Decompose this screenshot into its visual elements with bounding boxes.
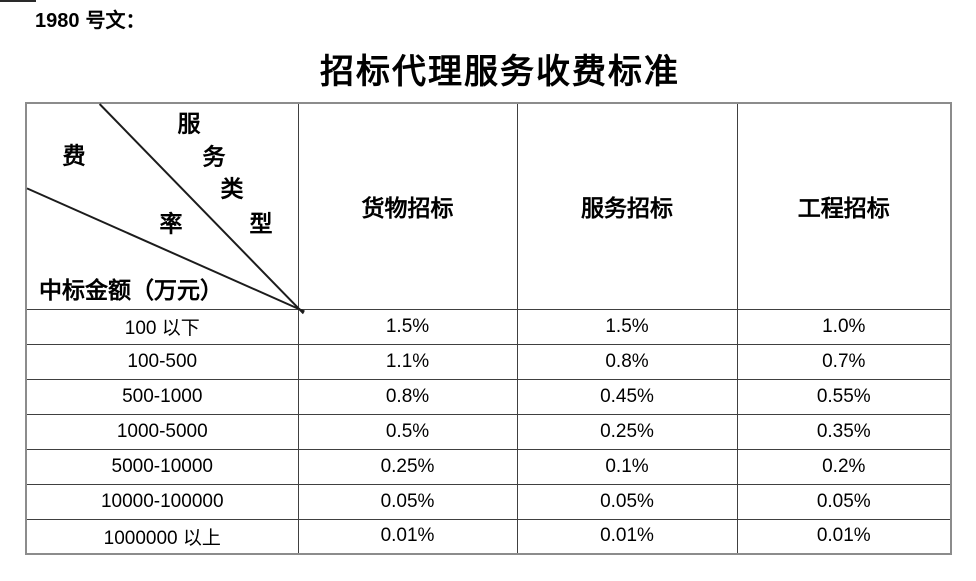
goods-rate-cell: 0.5% — [297, 413, 518, 450]
diagonal-label-char: 型 — [249, 211, 273, 237]
diagonal-label-char: 服 — [177, 111, 201, 137]
services-rate-cell: 0.1% — [516, 448, 738, 485]
goods-rate-cell: 0.25% — [297, 448, 518, 485]
works-rate-cell: 0.35% — [736, 413, 952, 450]
table-row: 1000-5000 0.5% 0.25% 0.35% — [25, 413, 952, 450]
goods-rate-cell: 0.05% — [297, 483, 518, 520]
services-rate-cell: 0.45% — [516, 378, 738, 415]
table-row: 1000000 以上 0.01% 0.01% 0.01% — [25, 518, 952, 555]
goods-rate-cell: 0.8% — [297, 378, 518, 415]
services-rate-cell: 0.05% — [516, 483, 738, 520]
diagonal-label-char: 费 — [62, 143, 86, 169]
amount-range-cell: 100-500 — [25, 343, 299, 380]
table-row: 100-500 1.1% 0.8% 0.7% — [25, 343, 952, 380]
works-rate-cell: 0.2% — [736, 448, 952, 485]
works-rate-cell: 0.01% — [736, 518, 952, 555]
amount-range-cell: 10000-100000 — [25, 483, 299, 520]
diagonal-header-cell: 服 务 类 型 费 率 中标金额（万元） — [25, 102, 305, 315]
table-row: 500-1000 0.8% 0.45% 0.55% — [25, 378, 952, 415]
works-rate-cell: 1.0% — [736, 308, 952, 345]
column-header-goods: 货物招标 — [297, 102, 518, 310]
fee-standard-table: 服 务 类 型 费 率 中标金额（万元） 货物招标 服务招标 工程招标 100 … — [25, 102, 952, 555]
doc-number-suffix: 号文： — [85, 10, 146, 32]
works-rate-cell: 0.55% — [736, 378, 952, 415]
amount-range-cell: 100 以下 — [25, 308, 299, 345]
column-header-works: 工程招标 — [736, 102, 952, 310]
page-edge-artifact — [0, 0, 36, 2]
doc-number: 1980 号文： — [35, 4, 146, 33]
header-row: 服 务 类 型 费 率 中标金额（万元） 货物招标 服务招标 工程招标 — [25, 102, 952, 315]
services-rate-cell: 0.01% — [516, 518, 738, 555]
diagonal-lines — [26, 103, 305, 315]
table-row: 5000-10000 0.25% 0.1% 0.2% — [25, 448, 952, 485]
bid-amount-axis-label: 中标金额（万元） — [39, 277, 223, 303]
column-header-services: 服务招标 — [516, 102, 738, 310]
amount-range-cell: 500-1000 — [25, 378, 299, 415]
amount-range-cell: 1000000 以上 — [25, 518, 299, 555]
services-rate-cell: 0.8% — [516, 343, 738, 380]
goods-rate-cell: 1.1% — [297, 343, 518, 380]
amount-range-cell: 1000-5000 — [25, 413, 299, 450]
diagonal-label-char: 务 — [202, 144, 226, 170]
services-rate-cell: 0.25% — [516, 413, 738, 450]
amount-range-cell: 5000-10000 — [25, 448, 299, 485]
diagonal-label-char: 类 — [220, 176, 244, 202]
page-title: 招标代理服务收费标准 — [320, 54, 680, 91]
services-rate-cell: 1.5% — [516, 308, 738, 345]
doc-number-value: 1980 — [35, 10, 80, 32]
diagonal-label-char: 率 — [159, 211, 183, 237]
table-row: 100 以下 1.5% 1.5% 1.0% — [25, 308, 952, 345]
works-rate-cell: 0.05% — [736, 483, 952, 520]
works-rate-cell: 0.7% — [736, 343, 952, 380]
goods-rate-cell: 0.01% — [297, 518, 518, 555]
table-row: 10000-100000 0.05% 0.05% 0.05% — [25, 483, 952, 520]
goods-rate-cell: 1.5% — [297, 308, 518, 345]
